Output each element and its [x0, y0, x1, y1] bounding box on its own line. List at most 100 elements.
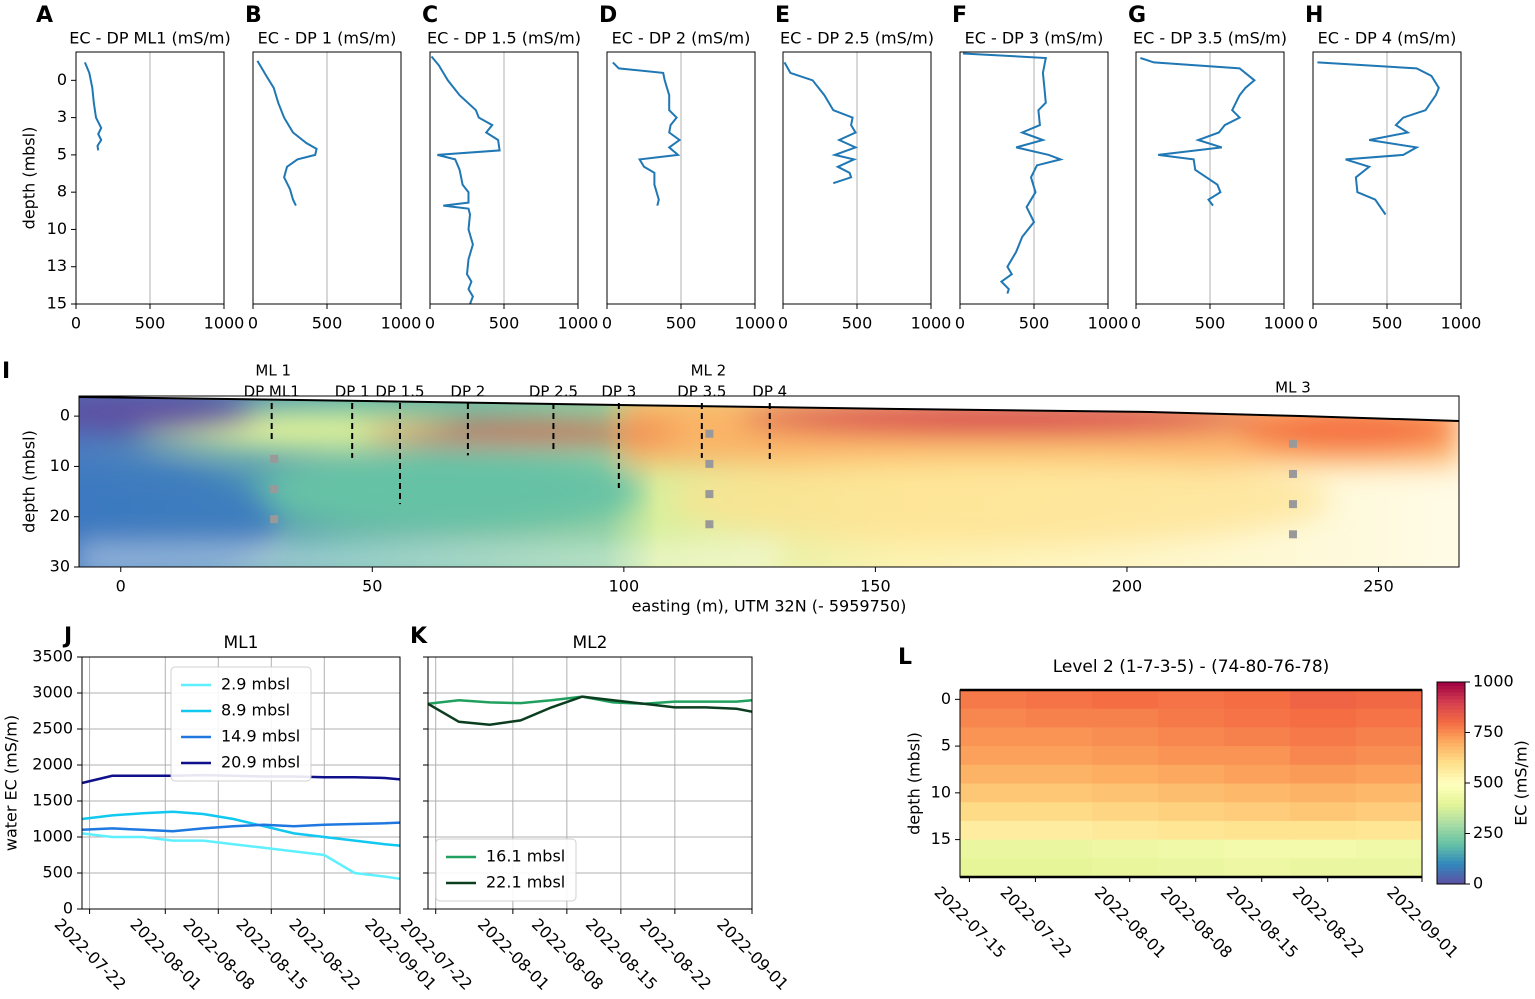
panel-title: EC - DP 1 (mS/m) [258, 29, 397, 48]
heat-cell [1092, 690, 1159, 710]
colorbar-step [1437, 877, 1465, 882]
panel-title: EC - DP 4 (mS/m) [1318, 29, 1457, 48]
colorbar-step [1437, 796, 1465, 801]
heat-cell [1290, 727, 1357, 747]
heat-cell [1026, 727, 1093, 747]
colorbar-step [1437, 867, 1465, 872]
heat-cell [1092, 764, 1159, 784]
heat-cell [1026, 708, 1093, 728]
y-tick-label: 3500 [32, 647, 73, 666]
panel-letter: I [2, 359, 10, 384]
y-tick-label: 500 [42, 863, 73, 882]
colorbar-step [1437, 873, 1465, 878]
sensor [705, 520, 714, 529]
plot-frame [782, 51, 932, 305]
heat-cell [960, 783, 1027, 803]
x-tick-label: 50 [362, 577, 382, 596]
heat-cell [960, 820, 1027, 841]
sensor [270, 485, 279, 494]
colorbar-step [1437, 698, 1465, 703]
heat-cell [1224, 746, 1291, 766]
panel-title: EC - DP 3 (mS/m) [965, 29, 1104, 48]
colorbar-step [1437, 769, 1465, 774]
heat-cell [1092, 727, 1159, 747]
sensor [1288, 530, 1297, 539]
heat-cell [1290, 858, 1357, 878]
colorbar-step [1437, 870, 1465, 875]
colorbar-step [1437, 860, 1465, 865]
colorbar-step [1437, 809, 1465, 814]
colorbar-step [1437, 823, 1465, 828]
colorbar-step [1437, 833, 1465, 838]
plot-frame [427, 656, 753, 910]
x-tick-label: 1000 [1441, 314, 1482, 333]
colorbar-tick-label: 750 [1473, 722, 1504, 741]
heat-cell [960, 858, 1027, 878]
heat-cell [1224, 708, 1291, 728]
colorbar-step [1437, 702, 1465, 707]
profile-line [962, 52, 1064, 294]
colorbar-step [1437, 762, 1465, 767]
plot-frame [78, 395, 1460, 568]
y-tick-label: 3 [57, 107, 67, 126]
colorbar-tick-label: 250 [1473, 823, 1504, 842]
panel-letter: H [1305, 3, 1323, 28]
heat-cell [1290, 783, 1357, 803]
x-tick-label: 500 [312, 314, 343, 333]
sensor [705, 490, 714, 499]
y-tick-label: 5 [941, 736, 951, 755]
heat-cell [1092, 708, 1159, 728]
x-tick-label: 0 [1308, 314, 1318, 333]
colorbar-step [1437, 732, 1465, 737]
panel-letter: L [898, 645, 912, 670]
colorbar-step [1437, 799, 1465, 804]
heat-cell [1290, 820, 1357, 841]
heat-cell [1224, 764, 1291, 784]
colorbar-step [1437, 840, 1465, 845]
colorbar-step [1437, 759, 1465, 764]
multilevel-label: ML 2 [691, 362, 727, 380]
heat-cell [1356, 820, 1423, 841]
x-tick-label: 0 [248, 314, 258, 333]
heat-cell [1158, 820, 1225, 841]
x-tick-label: 0 [1131, 314, 1141, 333]
colorbar-step [1437, 789, 1465, 794]
heat-cell [1224, 727, 1291, 747]
y-tick-label: 0 [57, 70, 67, 89]
colorbar-step [1437, 843, 1465, 848]
borehole-label: DP 2.5 [529, 383, 578, 401]
x-tick-label: 100 [609, 577, 640, 596]
colorbar-step [1437, 779, 1465, 784]
plot-frame [1312, 51, 1462, 305]
heat-cell [1026, 839, 1093, 859]
colorbar-step [1437, 719, 1465, 723]
sensor [705, 429, 714, 438]
series-line [81, 821, 401, 833]
colorbar-tick-label: 1000 [1473, 672, 1514, 691]
plot-frame [1135, 51, 1285, 305]
panel-letter: B [245, 3, 262, 28]
legend-label: 14.9 mbsl [221, 727, 300, 746]
y-tick-label: 13 [47, 256, 67, 275]
panel-title: ML2 [573, 633, 608, 653]
heat-cell [1356, 727, 1423, 747]
heat-cell [1026, 764, 1093, 784]
colorbar-step [1437, 820, 1465, 824]
colorbar-step [1437, 766, 1465, 771]
y-tick-label: 15 [931, 829, 951, 848]
heat-cell [1290, 764, 1357, 784]
colorbar-step [1437, 688, 1465, 693]
heat-cell [1356, 802, 1423, 822]
y-tick-label: 3000 [32, 683, 73, 702]
x-tick-label: 1000 [381, 314, 422, 333]
heat-cell [1158, 764, 1225, 784]
colorbar-step [1437, 776, 1465, 781]
heat-cell [1092, 858, 1159, 878]
x-tick-label: 150 [860, 577, 891, 596]
series-line [427, 695, 753, 726]
y-tick-label: 10 [50, 456, 70, 475]
panel-title: EC - DP ML1 (mS/m) [69, 29, 230, 48]
x-tick-label: 1000 [911, 314, 952, 333]
x-tick-label: 500 [1372, 314, 1403, 333]
x-tick-label: 2022-07-22 [51, 915, 130, 994]
